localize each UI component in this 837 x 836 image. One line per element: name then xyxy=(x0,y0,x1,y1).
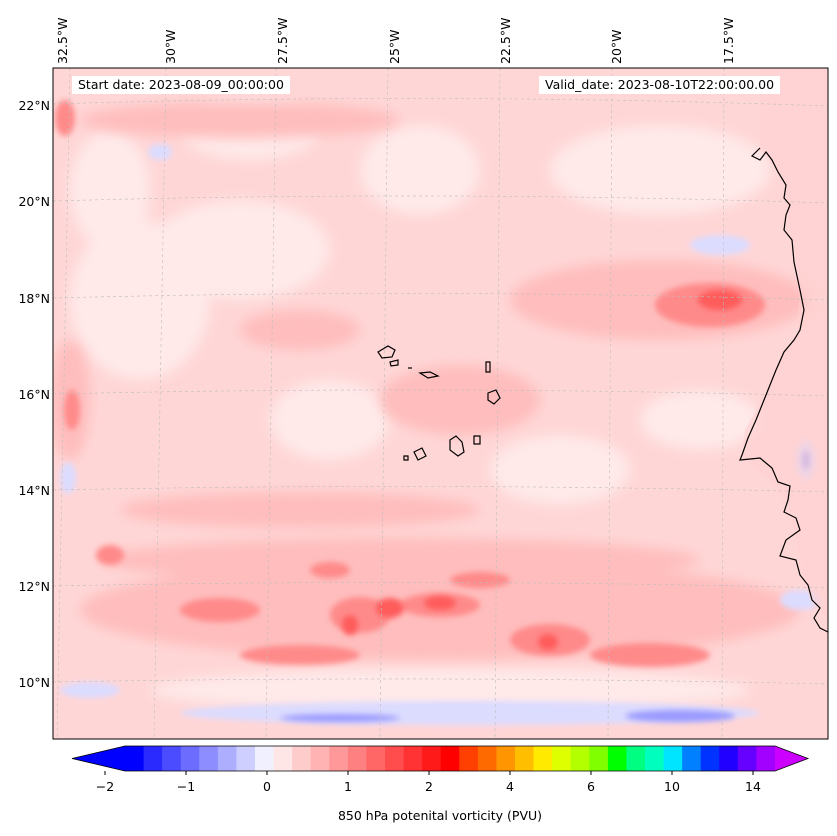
lat-label: 12°N xyxy=(18,579,50,594)
colorbar-segment xyxy=(329,746,349,771)
lon-label: 27.5°W xyxy=(275,17,290,64)
lon-label: 25°W xyxy=(387,29,402,64)
colorbar-segment xyxy=(719,746,739,771)
colorbar-segment xyxy=(496,746,516,771)
colorbar-segment xyxy=(125,746,145,771)
colorbar-segment xyxy=(273,746,293,771)
african-coastline xyxy=(739,147,829,633)
lon-label: 17.5°W xyxy=(721,17,736,64)
colorbar-segment xyxy=(143,746,163,771)
colorbar-tick: 14 xyxy=(745,779,761,794)
colorbar-segment xyxy=(700,746,720,771)
colorbar-segment xyxy=(217,746,237,771)
colorbar-segment xyxy=(310,746,330,771)
lat-label: 16°N xyxy=(18,387,50,402)
colorbar-segment xyxy=(199,746,219,771)
colorbar-segment xyxy=(440,746,460,771)
colorbar-segment xyxy=(459,746,479,771)
colorbar-tick: 10 xyxy=(664,779,680,794)
colorbar-label: 850 hPa potenital vorticity (PVU) xyxy=(337,808,543,823)
map-frame xyxy=(52,67,829,740)
colorbar-tick: −1 xyxy=(176,779,196,794)
valid-date: Valid_date: 2023-08-10T22:00:00.00 xyxy=(539,76,781,94)
colorbar-segment xyxy=(756,746,776,771)
lat-label: 14°N xyxy=(18,483,50,498)
graticule xyxy=(53,68,828,739)
colorbar-segment xyxy=(366,746,386,771)
colorbar-tick: 6 xyxy=(587,779,595,794)
colorbar-extend-min xyxy=(72,746,125,771)
lon-label: 20°W xyxy=(609,29,624,64)
lon-label: 30°W xyxy=(163,29,178,64)
lat-label: 20°N xyxy=(18,194,50,209)
pv-field xyxy=(53,68,828,739)
colorbar-segment xyxy=(403,746,423,771)
colorbar-segment xyxy=(422,746,442,771)
colorbar-segment xyxy=(533,746,553,771)
lat-label: 10°N xyxy=(18,675,50,690)
colorbar-segment xyxy=(180,746,200,771)
colorbar-segment xyxy=(552,746,572,771)
lat-label: 18°N xyxy=(18,291,50,306)
colorbar-segment xyxy=(626,746,646,771)
lon-label: 22.5°W xyxy=(498,17,513,64)
colorbar-extend-max xyxy=(775,746,808,771)
lat-label: 22°N xyxy=(18,98,50,113)
colorbar-segment xyxy=(737,746,757,771)
colorbar-segment xyxy=(477,746,497,771)
colorbar-segment xyxy=(347,746,367,771)
colorbar xyxy=(71,745,810,775)
colorbar-segment xyxy=(292,746,312,771)
lon-label: 32.5°W xyxy=(55,17,70,64)
colorbar-segment xyxy=(645,746,665,771)
colorbar-segment xyxy=(682,746,702,771)
colorbar-outline xyxy=(71,745,810,772)
colorbar-segment xyxy=(255,746,275,771)
colorbar-segment xyxy=(589,746,609,771)
colorbar-tick: −2 xyxy=(95,779,115,794)
colorbar-tick: 1 xyxy=(344,779,352,794)
colorbar-tick: 4 xyxy=(506,779,514,794)
colorbar-segment xyxy=(162,746,182,771)
colorbar-segment xyxy=(385,746,405,771)
colorbar-segment xyxy=(515,746,535,771)
start-date: Start date: 2023-08-09_00:00:00 xyxy=(72,76,290,94)
colorbar-tick: 0 xyxy=(263,779,271,794)
colorbar-segment xyxy=(570,746,590,771)
cape-verde-islands xyxy=(377,345,501,461)
colorbar-segment xyxy=(236,746,256,771)
colorbar-tick: 2 xyxy=(425,779,433,794)
colorbar-segment xyxy=(663,746,683,771)
colorbar-segment xyxy=(607,746,627,771)
